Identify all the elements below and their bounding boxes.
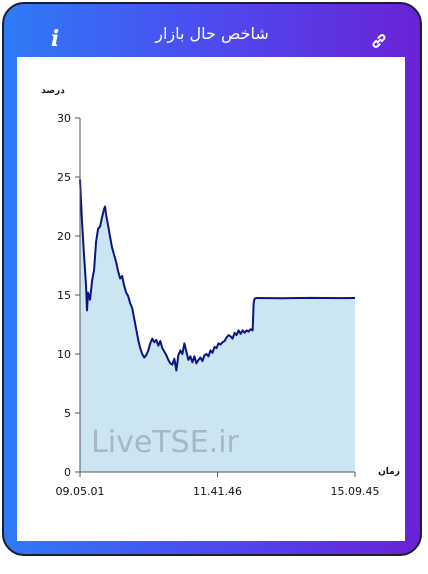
plot-area: 0 5 10 15 20 25 30 09.05.01 11.41.46 15.09.45 [56,112,380,498]
watermark: LiveTSE.ir [91,425,239,460]
app-frame: i شاخص حال بازار درصد زمان 0 5 10 15 20 25 30 0… [2,2,422,556]
chart-panel: درصد زمان 0 5 10 15 20 25 30 09.05.01 11.41.46 15… [17,57,405,541]
y-tick-label: 5 [64,407,71,420]
x-tick-label: 09.05.01 [56,485,105,498]
chart: درصد زمان 0 5 10 15 20 25 30 09.05.01 11.41.46 15… [41,86,400,498]
x-axis-label: زمان [378,467,400,477]
y-tick-label: 25 [57,171,71,184]
series-line [79,179,356,372]
y-tick-label: 15 [57,289,71,302]
page-title: شاخص حال بازار [155,24,269,43]
link-icon [372,34,386,48]
x-tick-label: 15.09.45 [331,485,380,498]
header-bar: i شاخص حال بازار [4,4,420,60]
y-tick-label: 20 [57,230,71,243]
y-axis-label: درصد [41,86,65,96]
y-tick-label: 30 [57,112,71,125]
info-icon: i [50,26,60,52]
link-button[interactable] [370,32,388,50]
y-tick-label: 10 [57,348,71,361]
y-tick-label: 0 [64,466,71,479]
series-area [80,179,355,473]
x-tick-label: 11.41.46 [193,485,242,498]
info-button[interactable]: i [44,26,66,52]
